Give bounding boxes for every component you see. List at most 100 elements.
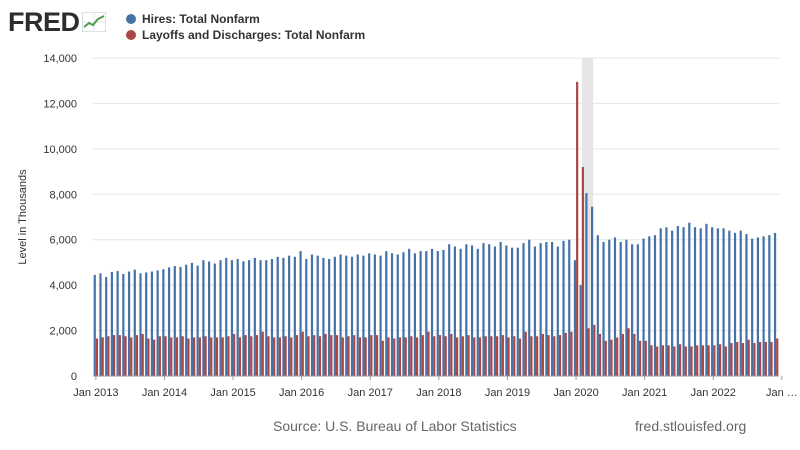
bar-hires — [459, 248, 462, 376]
bar-hires — [773, 232, 777, 376]
bar-layoffs — [684, 346, 687, 376]
bar-hires — [448, 244, 451, 376]
bar-layoffs — [141, 333, 144, 376]
bar-hires — [167, 267, 171, 376]
bar-hires — [185, 264, 188, 376]
y-tick-label: 10,000 — [43, 144, 77, 156]
bar-hires — [751, 238, 754, 376]
bar-hires — [408, 248, 411, 376]
bar-layoffs — [758, 341, 762, 376]
bar-layoffs — [656, 346, 659, 376]
plot-background — [93, 58, 779, 376]
source-link[interactable]: fred.stlouisfed.org — [635, 418, 747, 434]
bar-hires — [568, 239, 571, 376]
bar-layoffs — [324, 333, 327, 376]
bar-layoffs — [513, 336, 516, 376]
bar-layoffs — [404, 337, 407, 376]
bar-layoffs — [393, 338, 396, 376]
bar-layoffs — [461, 336, 464, 376]
bar-layoffs — [421, 335, 424, 376]
bar-layoffs — [633, 333, 636, 376]
bar-hires — [533, 246, 537, 376]
bar-layoffs — [753, 343, 756, 376]
bar-layoffs — [570, 331, 573, 376]
bars — [93, 81, 779, 376]
bar-hires — [625, 239, 628, 376]
legend-label-layoffs: Layoffs and Discharges: Total Nonfarm — [142, 28, 366, 42]
bar-layoffs — [730, 343, 733, 376]
bar-layoffs — [307, 336, 310, 376]
bar-hires — [99, 273, 102, 376]
bar-layoffs — [267, 336, 270, 376]
bar-hires — [550, 241, 554, 376]
bar-hires — [339, 254, 342, 376]
bar-hires — [693, 227, 697, 376]
bar-layoffs — [370, 335, 373, 376]
bar-layoffs — [587, 328, 590, 376]
bar-hires — [373, 254, 376, 376]
bar-hires — [156, 270, 159, 376]
bar-layoffs — [564, 332, 567, 376]
bar-hires — [276, 256, 279, 376]
x-axis: Jan 2013 Jan 2014 Jan 2015 Jan 2016 Jan 2017… — [73, 375, 798, 399]
legend-item-hires[interactable]: Hires: Total Nonfarm — [126, 11, 365, 27]
bar-hires — [362, 255, 365, 376]
bar-hires — [482, 243, 485, 376]
bar-layoffs — [638, 340, 642, 376]
bar-layoffs — [736, 341, 739, 376]
bar-hires — [299, 251, 302, 376]
bar-layoffs — [507, 337, 510, 376]
bar-hires — [179, 266, 182, 376]
bar-hires — [613, 237, 617, 376]
bar-hires — [591, 206, 594, 376]
legend-item-layoffs[interactable]: Layoffs and Discharges: Total Nonfarm — [126, 27, 365, 43]
legend-label-hires: Hires: Total Nonfarm — [142, 12, 260, 26]
bar-hires — [682, 227, 685, 376]
bar-hires — [442, 249, 445, 376]
bar-hires — [385, 251, 388, 376]
bar-hires — [453, 246, 457, 376]
bar-hires — [139, 273, 142, 376]
bar-layoffs — [341, 337, 344, 376]
bar-layoffs — [204, 336, 207, 376]
bar-layoffs — [261, 331, 264, 376]
bar-hires — [516, 247, 519, 376]
bar-hires — [305, 259, 308, 376]
bar-layoffs — [221, 337, 224, 376]
y-tick-label: 6,000 — [49, 235, 77, 247]
bar-layoffs — [95, 338, 99, 376]
bar-layoffs — [621, 333, 624, 376]
bar-hires — [127, 271, 131, 376]
bar-layoffs — [741, 343, 745, 376]
bar-hires — [596, 235, 599, 376]
line-graph-icon — [81, 12, 106, 32]
bar-layoffs — [244, 335, 247, 376]
bar-hires — [282, 257, 285, 376]
fred-logo[interactable]: FRED — [8, 6, 106, 38]
bar-layoffs — [524, 331, 527, 376]
bar-layoffs — [410, 336, 413, 376]
bar-hires — [270, 259, 274, 376]
bar-layoffs — [576, 81, 579, 376]
y-tick-label: 4,000 — [49, 280, 77, 292]
bar-layoffs — [113, 335, 116, 376]
bar-hires — [116, 271, 119, 376]
bar-layoffs — [124, 336, 127, 376]
bar-layoffs — [433, 336, 436, 376]
bar-hires — [745, 234, 748, 376]
bar-layoffs — [478, 337, 482, 376]
bar-hires — [390, 253, 394, 376]
bar-hires — [671, 230, 674, 376]
bar-layoffs — [610, 339, 613, 376]
bar-hires — [310, 254, 314, 376]
bar-hires — [665, 227, 668, 376]
source-note: Source: U.S. Bureau of Labor Statistics — [273, 418, 517, 434]
bar-layoffs — [713, 345, 716, 376]
bar-hires — [493, 246, 497, 376]
bar-hires — [230, 260, 234, 376]
bar-layoffs — [118, 335, 121, 376]
bar-hires — [602, 241, 605, 376]
bar-layoffs — [776, 338, 779, 376]
bar-layoffs — [290, 337, 293, 376]
bar-layoffs — [547, 335, 550, 376]
